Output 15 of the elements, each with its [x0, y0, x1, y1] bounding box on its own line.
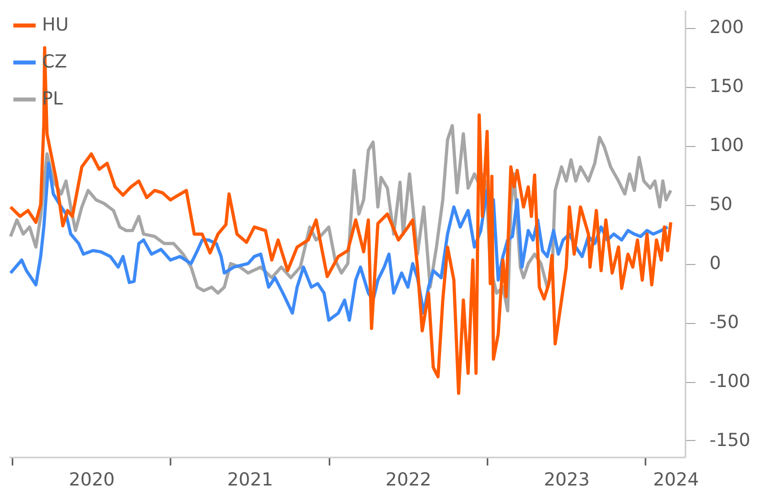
y-tick-label: -100 — [710, 371, 750, 392]
y-tick-label: -50 — [710, 312, 739, 334]
y-tick-label: 0 — [710, 253, 721, 274]
x-tick-label: 2024 — [653, 470, 699, 490]
x-tick-label: 2023 — [544, 470, 590, 490]
y-tick-label: 100 — [710, 135, 744, 156]
line-series — [8, 46, 672, 395]
y-tick-label: -150 — [710, 430, 750, 451]
y-tick-label: 150 — [710, 76, 744, 98]
y-tick-label: 50 — [710, 194, 732, 216]
x-tick-label: 2022 — [386, 470, 432, 490]
legend-label: HU — [42, 14, 69, 36]
x-tick-label: 2020 — [68, 470, 115, 490]
y-tick-label: 200 — [710, 17, 744, 38]
x-tick-label: 2021 — [227, 470, 274, 490]
